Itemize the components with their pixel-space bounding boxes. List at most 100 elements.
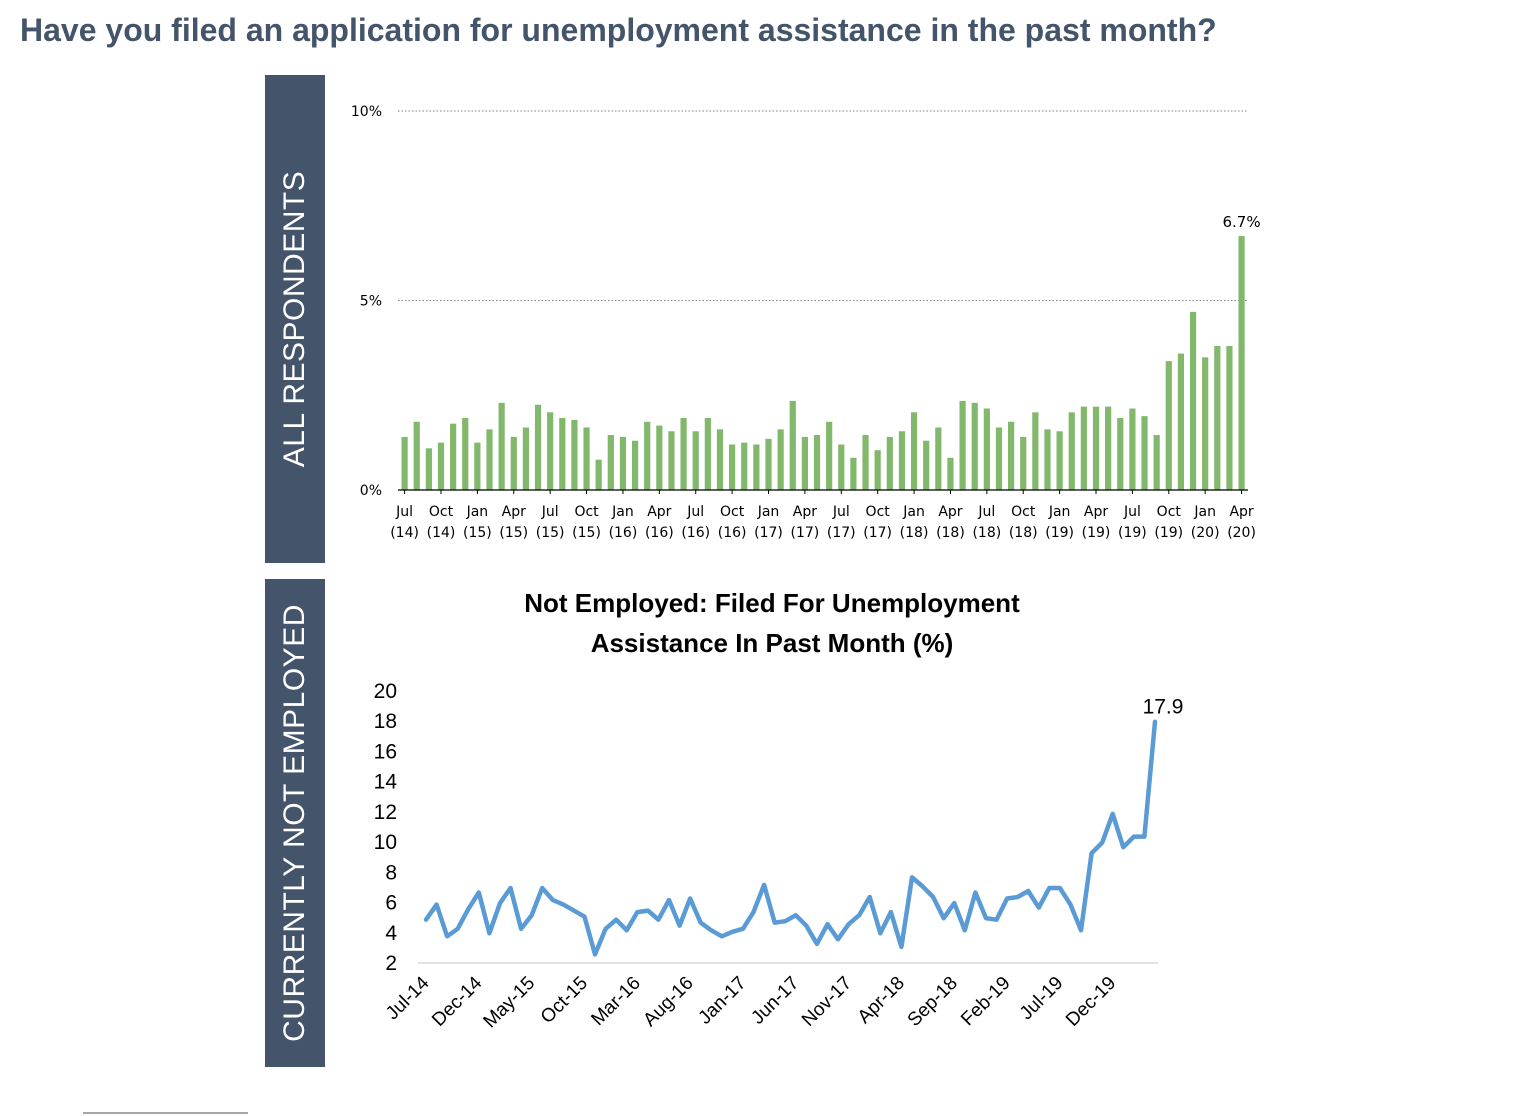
x-tick-label: (15) [536, 525, 565, 541]
y-tick-label: 16 [374, 740, 397, 763]
x-tick-label: (17) [827, 525, 856, 541]
x-tick-label: (19) [1118, 525, 1147, 541]
bar [947, 457, 954, 490]
bar [910, 412, 918, 490]
x-tick-label: Oct [866, 504, 891, 520]
page-title: Have you filed an application for unempl… [20, 12, 1217, 48]
bar [765, 438, 772, 490]
bar [413, 421, 420, 490]
data-label: 6.7% [1223, 213, 1261, 231]
x-tick-label: Dec-14 [428, 972, 486, 1030]
y-tick-label: 10 [374, 831, 397, 854]
bar [680, 417, 687, 490]
data-label: 17.9 [1143, 696, 1184, 719]
bar [631, 440, 639, 490]
x-tick-label: Sep-18 [904, 973, 962, 1031]
x-tick-label: Aug-16 [639, 973, 697, 1031]
x-tick-label: Jan [1048, 504, 1071, 520]
x-tick-label: (18) [936, 525, 965, 541]
bar [1117, 417, 1124, 490]
bar [462, 417, 469, 490]
x-tick-label: (17) [754, 525, 783, 541]
x-tick-label: Jul-14 [382, 972, 434, 1024]
x-tick-label: (17) [791, 525, 820, 541]
x-tick-label: (19) [1045, 525, 1074, 541]
bar [1202, 357, 1209, 490]
bar [716, 429, 724, 490]
x-tick-label: (19) [1154, 525, 1183, 541]
y-tick-label: 12 [374, 801, 397, 824]
panel-label-all-respondents: ALL RESPONDENTS [265, 75, 325, 563]
bar [1177, 353, 1185, 490]
bar [789, 400, 796, 490]
x-tick-label: Feb-19 [957, 973, 1014, 1030]
series-line [423, 719, 1158, 957]
x-tick-label: Jan [466, 504, 489, 520]
bar [486, 429, 493, 490]
bar [1214, 345, 1221, 490]
x-tick-label: (16) [718, 525, 747, 541]
bar [898, 431, 906, 490]
x-tick-label: (19) [1082, 525, 1111, 541]
x-tick-label: (16) [645, 525, 674, 541]
chart-title: Not Employed: Filed For Unemployment [524, 588, 1020, 618]
x-tick-label: (18) [972, 525, 1001, 541]
bar [1080, 406, 1087, 490]
bar [692, 431, 699, 490]
bar [425, 448, 432, 490]
bar [777, 429, 784, 490]
x-tick-label: (16) [681, 525, 710, 541]
x-tick-label: Jul [1123, 504, 1141, 520]
bar [704, 417, 711, 490]
bar [571, 419, 578, 490]
x-tick-label: Apr [938, 504, 962, 520]
x-tick-label: (20) [1191, 525, 1220, 541]
bar [1153, 435, 1160, 490]
bar [1044, 429, 1051, 490]
bar [971, 402, 978, 490]
bar [474, 442, 481, 490]
x-tick-label: Jan-17 [695, 973, 751, 1029]
x-tick-label: Dec-19 [1062, 973, 1120, 1031]
x-tick-label: Jul-19 [1016, 973, 1067, 1024]
bar [656, 425, 663, 490]
bar [498, 402, 505, 490]
x-tick-label: Oct [1157, 504, 1182, 520]
x-tick-label: (18) [1009, 525, 1038, 541]
bar [450, 423, 457, 490]
x-tick-label: Jul [541, 504, 559, 520]
bar [923, 440, 930, 490]
x-tick-label: Jan [902, 504, 925, 520]
x-tick-label: (14) [390, 525, 419, 541]
bar [644, 421, 651, 490]
x-tick-label: Jan [757, 504, 780, 520]
bar [1092, 406, 1100, 490]
bar [583, 427, 590, 490]
bar [959, 400, 966, 490]
bar [1226, 345, 1233, 490]
x-tick-label: Oct [720, 504, 745, 520]
bar [886, 436, 893, 490]
bar [1105, 406, 1112, 490]
x-tick-label: Oct [1011, 504, 1036, 520]
x-tick-label: (16) [609, 525, 638, 541]
x-tick-label: Apr-18 [854, 973, 909, 1028]
bar [838, 444, 845, 490]
x-tick-label: Oct [429, 504, 454, 520]
x-tick-label: Oct-15 [537, 973, 592, 1028]
x-tick-label: Jul [395, 504, 413, 520]
x-tick-label: Apr [1084, 504, 1108, 520]
bar [1238, 236, 1245, 490]
x-tick-label: Oct [574, 504, 599, 520]
x-tick-label: Apr [1229, 504, 1253, 520]
bar [668, 431, 675, 490]
y-tick-label: 0% [360, 483, 382, 499]
bar [510, 436, 517, 490]
bar [401, 436, 408, 490]
bar [983, 408, 990, 490]
bar [1129, 408, 1136, 490]
y-tick-label: 4 [385, 922, 397, 945]
bar [1032, 412, 1039, 490]
y-tick-label: 18 [374, 710, 397, 733]
